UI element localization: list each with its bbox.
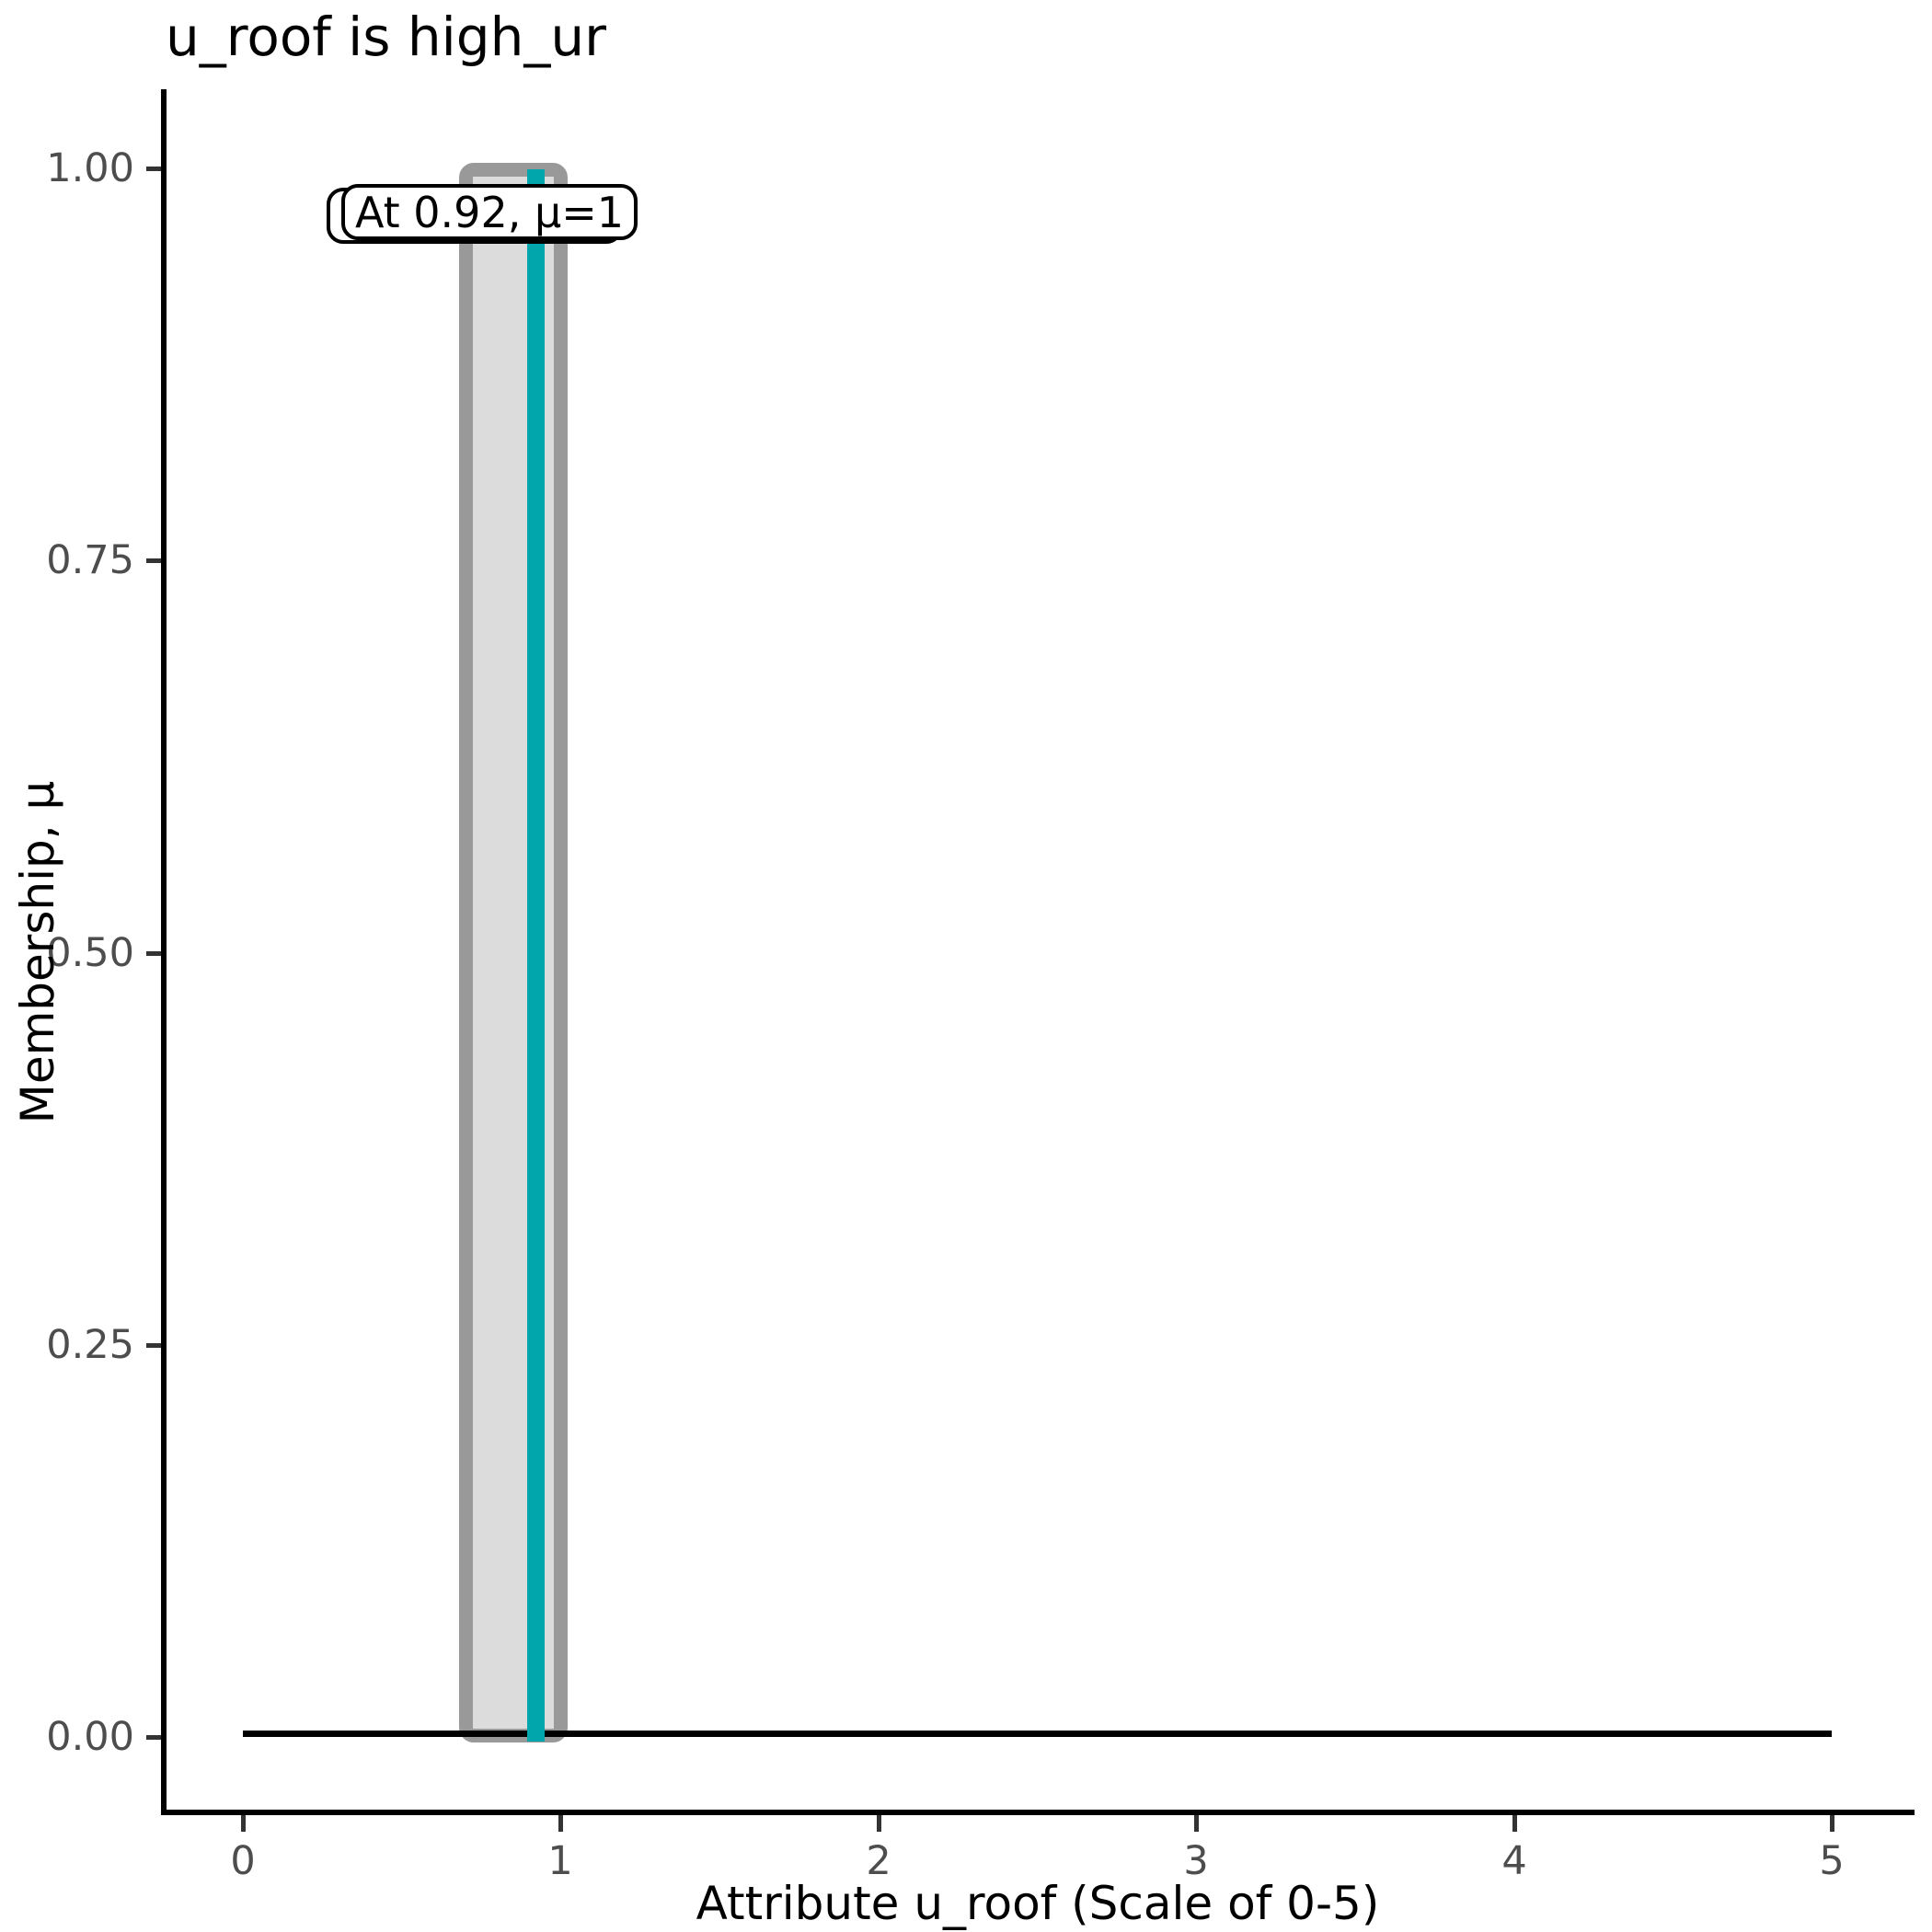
x-tick-mark [1194,1815,1199,1832]
y-tick-mark [146,1343,161,1348]
input-value-marker-line [527,169,545,1742]
y-tick-mark [146,1735,161,1740]
x-tick-mark [1830,1815,1834,1832]
y-tick-label: 0.50 [46,930,134,976]
x-tick-mark [877,1815,881,1832]
chart-title: u_roof is high_ur [166,6,606,68]
membership-zero-baseline [243,1731,1832,1737]
y-tick-label: 0.75 [46,537,134,583]
x-tick-mark [558,1815,563,1832]
x-tick-label: 3 [1183,1838,1209,1884]
x-axis-line [161,1810,1915,1815]
y-axis-title: Membership, μ [11,780,64,1124]
y-tick-label: 1.00 [46,145,134,191]
x-tick-label: 1 [547,1838,573,1884]
x-tick-label: 2 [866,1838,891,1884]
y-tick-label: 0.00 [46,1714,134,1760]
x-tick-label: 5 [1819,1838,1845,1884]
y-axis-line [161,89,167,1815]
y-tick-mark [146,558,161,563]
x-tick-mark [1512,1815,1517,1832]
x-tick-mark [241,1815,246,1832]
y-tick-mark [146,951,161,956]
y-tick-label: 0.25 [46,1322,134,1368]
x-tick-label: 0 [230,1838,256,1884]
annotation-label-box: At 0.92, μ=1 [341,184,638,240]
annotation-label-text: At 0.92, μ=1 [354,187,625,237]
membership-function-bar [459,163,568,1742]
x-tick-label: 4 [1501,1838,1527,1884]
y-tick-mark [146,167,161,171]
x-axis-title: Attribute u_roof (Scale of 0-5) [696,1877,1380,1930]
